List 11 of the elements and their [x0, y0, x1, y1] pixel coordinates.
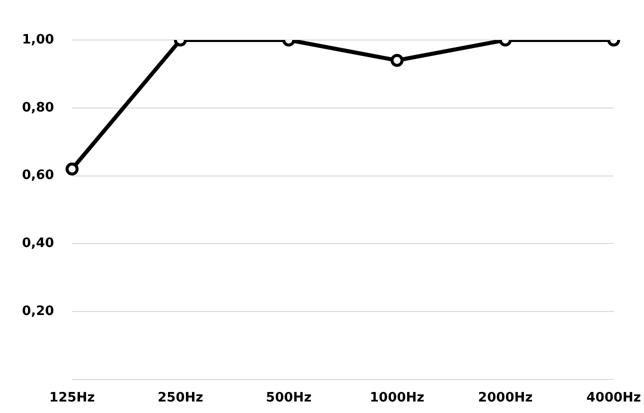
x-tick-label: 500Hz	[266, 390, 312, 406]
y-tick-label: 1,00	[22, 32, 54, 48]
y-tick-label: 0,40	[22, 236, 54, 252]
x-tick-label: 4000Hz	[586, 390, 642, 406]
x-tick-label: 125Hz	[49, 390, 95, 406]
x-tick-label: 2000Hz	[478, 390, 533, 406]
y-tick-label: 0,80	[22, 100, 54, 116]
y-tick-label: 0,20	[22, 304, 54, 319]
x-tick-label: 1000Hz	[370, 390, 424, 406]
x-tick-label: 250Hz	[158, 390, 204, 406]
y-tick-label: 0,60	[22, 168, 54, 184]
